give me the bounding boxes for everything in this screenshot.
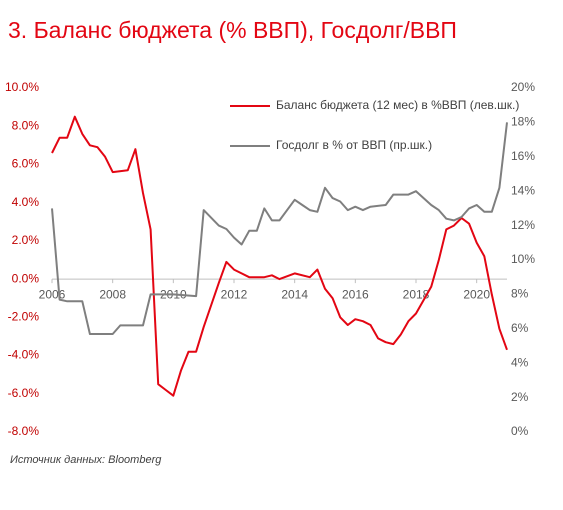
y-tick-label: -4.0% xyxy=(8,348,40,362)
y-tick-label: 8.0% xyxy=(12,118,40,132)
x-tick-label: 2012 xyxy=(221,287,248,301)
y2-tick-label: 10% xyxy=(511,252,535,266)
y2-tick-label: 0% xyxy=(511,424,529,438)
y2-tick-label: 18% xyxy=(511,115,535,129)
x-tick-label: 2008 xyxy=(99,287,126,301)
series-line xyxy=(51,115,508,397)
x-tick-label: 2014 xyxy=(281,287,308,301)
y2-tick-label: 8% xyxy=(511,287,529,301)
y-tick-label: 10.0% xyxy=(5,80,39,94)
chart-title: 3. Баланс бюджета (% ВВП), Госдолг/ВВП xyxy=(8,17,457,43)
source-note: Источник данных: Bloomberg xyxy=(10,454,162,466)
y-tick-label: -6.0% xyxy=(8,386,40,400)
y-tick-label: 6.0% xyxy=(12,157,40,171)
legend-label: Госдолг в % от ВВП (пр.шк.) xyxy=(276,138,432,152)
y2-tick-label: 4% xyxy=(511,355,529,369)
y-tick-label: -8.0% xyxy=(8,424,40,438)
y2-tick-label: 16% xyxy=(511,149,535,163)
y2-tick-label: 12% xyxy=(511,218,535,232)
y-tick-label: 0.0% xyxy=(12,271,40,285)
y2-tick-label: 2% xyxy=(511,390,529,404)
x-tick-label: 2016 xyxy=(342,287,369,301)
y-tick-label: -2.0% xyxy=(8,310,40,324)
y-tick-label: 4.0% xyxy=(12,195,40,209)
series-line xyxy=(51,122,508,335)
y2-tick-label: 6% xyxy=(511,321,529,335)
legend-label: Баланс бюджета (12 мес) в %ВВП (лев.шк.) xyxy=(276,98,519,112)
x-tick-label: 2018 xyxy=(403,287,430,301)
y2-tick-label: 14% xyxy=(511,183,535,197)
y2-tick-label: 20% xyxy=(511,80,535,94)
y-tick-label: 2.0% xyxy=(12,233,40,247)
x-tick-label: 2020 xyxy=(463,287,490,301)
